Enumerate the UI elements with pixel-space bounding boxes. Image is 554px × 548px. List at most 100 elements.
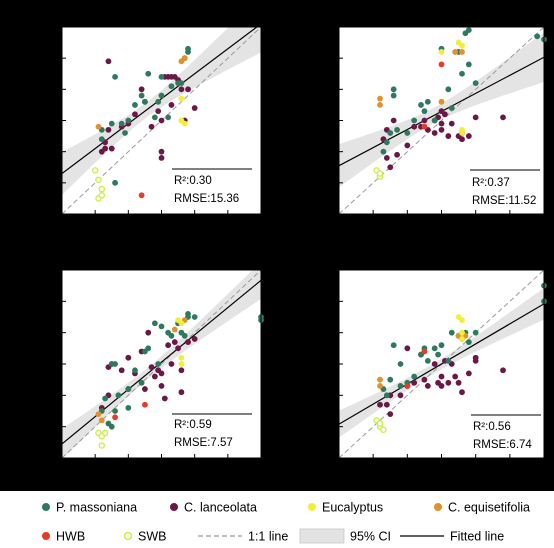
point-c-lanceolata xyxy=(138,86,145,93)
point-p-massoniana xyxy=(465,61,472,68)
y-tick-label: 20 xyxy=(321,144,335,159)
point-p-massoniana xyxy=(185,310,191,317)
ci-band xyxy=(62,27,261,195)
point-c-lanceolata xyxy=(158,155,165,161)
point-c-lanceolata xyxy=(390,117,397,124)
y-tick-label: 30 xyxy=(321,113,335,128)
point-p-massoniana xyxy=(112,408,118,414)
legend-label: HWB xyxy=(56,530,85,544)
point-c-lanceolata xyxy=(465,133,472,139)
point-p-massoniana xyxy=(534,33,541,40)
point-c-lanceolata xyxy=(377,401,383,408)
legend-item-95-ci: 95% CI xyxy=(299,528,391,544)
x-tick-label: 40 xyxy=(468,217,482,232)
point-c-lanceolata xyxy=(142,386,148,392)
legend-marker xyxy=(299,528,345,544)
point-hwb xyxy=(138,192,145,199)
point-p-massoniana xyxy=(138,92,145,99)
point-c-lanceolata xyxy=(151,373,158,380)
legend-label: C. lanceolata xyxy=(184,501,257,515)
x-tick-label: 30 xyxy=(434,217,448,232)
point-p-massoniana xyxy=(431,117,438,124)
y-tick-label: 0 xyxy=(328,207,335,222)
point-c-lanceolata xyxy=(500,114,506,121)
point-p-massoniana xyxy=(158,323,165,330)
point-c-lanceolata xyxy=(118,367,125,374)
point-c-lanceolata xyxy=(472,114,479,121)
legend-item-eucalyptus: Eucalyptus xyxy=(308,501,383,515)
point-p-massoniana xyxy=(380,148,387,155)
x-tick-label: 40 xyxy=(187,461,201,476)
point-p-massoniana xyxy=(459,70,465,77)
chart-panel-4: 0 10 20 30 40 50 60 0 10 20 30 40 50 60 Field forest a… xyxy=(301,263,551,492)
point-c-lanceolata xyxy=(132,111,138,118)
legend-marker xyxy=(434,503,442,511)
point-hwb xyxy=(421,123,428,130)
point-c-lanceolata xyxy=(459,389,465,396)
point-c-equisetifolia xyxy=(98,417,105,424)
legend-marker xyxy=(170,503,178,511)
point-c-equisetifolia xyxy=(171,326,178,333)
one-to-one-line xyxy=(339,27,544,214)
point-c-lanceolata xyxy=(411,379,418,386)
y-tick-label: 40 xyxy=(321,325,335,340)
ci-band xyxy=(339,288,544,438)
point-c-lanceolata xyxy=(185,86,191,93)
one-to-one-line xyxy=(62,270,261,458)
point-p-massoniana xyxy=(158,73,165,80)
point-c-lanceolata xyxy=(421,376,428,383)
point-p-massoniana xyxy=(165,114,172,121)
point-p-massoniana xyxy=(390,342,397,349)
y-tick-label: 20 xyxy=(44,388,58,403)
point-p-massoniana xyxy=(142,98,148,105)
chart-panel-3: 0 10 20 30 40 50 60 0 10 20 30 40 50 60 Field forest a… xyxy=(24,263,268,492)
point-swb xyxy=(98,442,106,449)
y-axis-label: Predicted forest age (year) xyxy=(301,49,316,209)
legend-label: Fitted line xyxy=(450,530,504,544)
point-p-massoniana xyxy=(138,379,145,386)
point-c-lanceolata xyxy=(105,58,112,65)
y-tick-label: 60 xyxy=(321,263,335,278)
point-c-lanceolata xyxy=(397,392,404,399)
point-c-lanceolata xyxy=(178,86,185,93)
x-tick-label: 20 xyxy=(400,461,414,476)
x-tick-label: 50 xyxy=(221,217,235,232)
point-c-lanceolata xyxy=(387,164,394,171)
point-p-massoniana xyxy=(132,102,138,108)
point-swb xyxy=(91,167,99,174)
point-c-lanceolata xyxy=(387,411,394,418)
point-c-lanceolata xyxy=(383,401,390,408)
fitted-line xyxy=(62,27,258,174)
point-p-massoniana xyxy=(155,361,162,367)
point-c-lanceolata xyxy=(178,367,185,374)
point-p-massoniana xyxy=(112,361,118,367)
point-eucalyptus xyxy=(459,130,465,136)
point-c-lanceolata xyxy=(455,379,462,386)
point-p-massoniana xyxy=(151,320,158,327)
legend-label: 1:1 line xyxy=(248,530,288,544)
point-hwb xyxy=(421,348,428,355)
point-c-lanceolata xyxy=(394,151,400,158)
point-p-massoniana xyxy=(191,314,198,320)
y-tick-label: 10 xyxy=(44,175,58,190)
x-tick-label: 60 xyxy=(254,461,268,476)
point-c-equisetifolia xyxy=(95,123,102,130)
point-hwb xyxy=(142,401,148,408)
point-c-lanceolata xyxy=(465,370,472,377)
point-eucalyptus xyxy=(178,354,185,361)
y-tick-label: 20 xyxy=(321,388,335,403)
r2-label: R²:0.59 xyxy=(174,419,212,431)
legend-item-1-1-line: 1:1 line xyxy=(198,530,288,544)
point-p-massoniana xyxy=(411,373,418,380)
y-tick-label: 50 xyxy=(44,51,58,66)
point-p-massoniana xyxy=(108,120,115,127)
point-p-massoniana xyxy=(424,98,431,105)
point-eucalyptus xyxy=(178,95,185,102)
point-p-massoniana xyxy=(397,361,404,367)
point-p-massoniana xyxy=(151,114,158,121)
y-tick-label: 30 xyxy=(44,357,58,372)
point-c-lanceolata xyxy=(158,370,165,377)
legend-marker xyxy=(123,531,133,541)
point-c-equisetifolia xyxy=(95,411,102,418)
